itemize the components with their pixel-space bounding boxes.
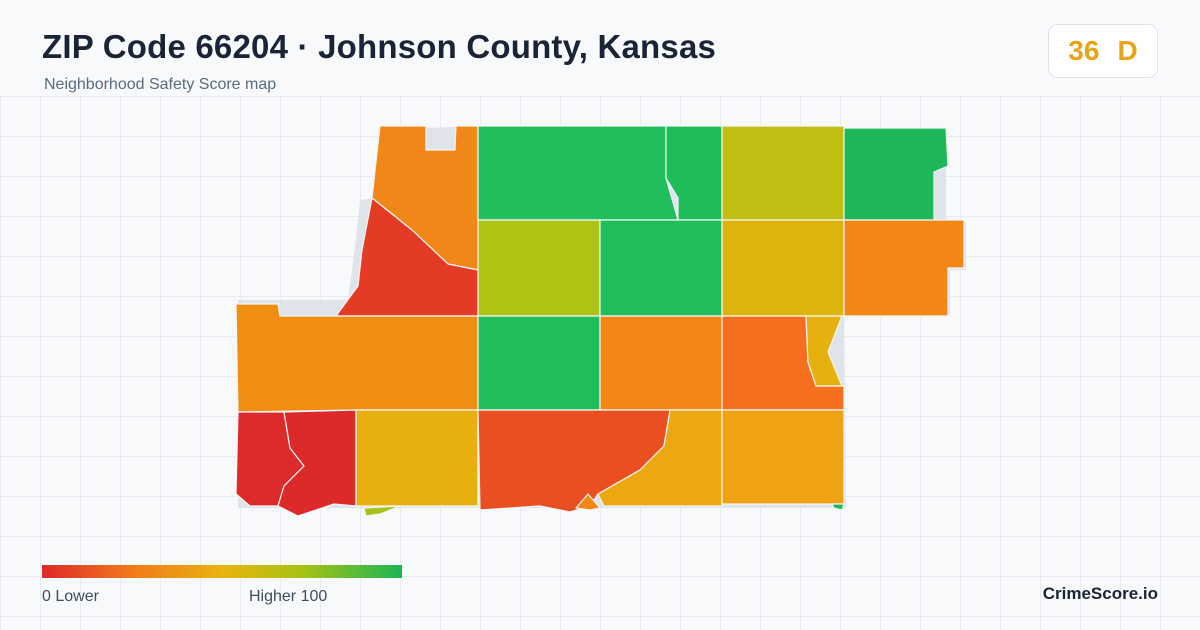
map-region-north-3 (721, 125, 845, 221)
page-subtitle: Neighborhood Safety Score map (44, 76, 277, 93)
map-region-west-large (235, 303, 479, 413)
map-region-sliver-orange (575, 493, 601, 511)
map-region-central-5 (599, 315, 723, 411)
map-region-sliver-green (363, 505, 401, 517)
map-region-central-3 (721, 219, 845, 317)
legend-gradient-bar (42, 565, 402, 578)
map-region-south-4 (721, 409, 845, 505)
safety-score-value: 36 (1068, 35, 1100, 66)
map-region-east-sliver (805, 315, 843, 387)
map-region-central-2 (599, 219, 723, 317)
map-region-central-4 (477, 315, 601, 411)
map-region-south-1 (355, 409, 479, 507)
map-region-central-1 (477, 219, 601, 317)
map-region-sliver-teal (831, 503, 845, 511)
map-region-north-4 (843, 127, 949, 221)
page-title: ZIP Code 66204 · Johnson County, Kansas (42, 28, 717, 65)
legend-high-label: Higher 100 (249, 588, 328, 605)
legend-low-label: 0 Lower (42, 588, 99, 605)
safety-score-grade: D (1117, 35, 1138, 66)
map-region-north-1 (477, 125, 679, 221)
safety-score-badge: 36 D (1048, 24, 1158, 78)
map-region-east-1 (843, 219, 965, 317)
brand-logo-text: CrimeScore.io (1042, 584, 1158, 603)
